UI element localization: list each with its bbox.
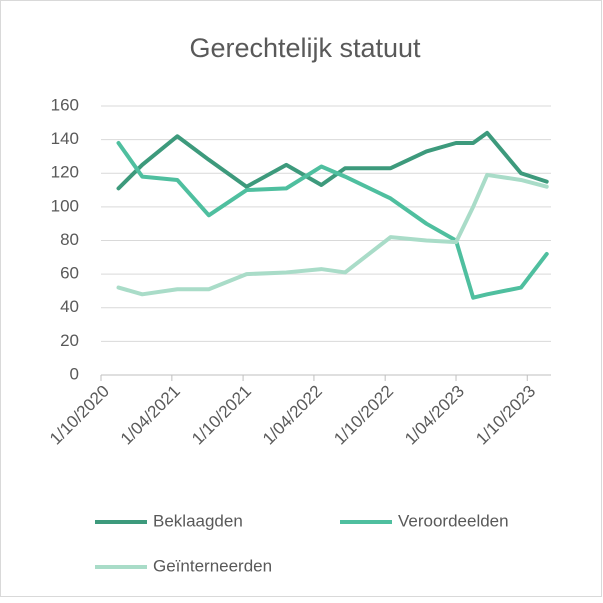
y-tick-label: 140 [51,129,79,148]
legend-label: Beklaagden [153,511,243,530]
legend-label: Veroordeelden [398,511,509,530]
y-tick-label: 100 [51,196,79,215]
y-tick-label: 40 [60,297,79,316]
y-tick-label: 20 [60,331,79,350]
series-line [116,140,549,300]
series-line [116,130,549,191]
y-tick-label: 0 [70,364,79,383]
y-tick-label: 160 [51,95,79,114]
legend-label: Geïnterneerden [153,556,272,575]
y-tick-label: 60 [60,264,79,283]
chart-title: Gerechtelijk statuut [189,33,421,63]
y-tick-label: 80 [60,230,79,249]
y-tick-label: 120 [51,163,79,182]
series-line [116,172,549,297]
